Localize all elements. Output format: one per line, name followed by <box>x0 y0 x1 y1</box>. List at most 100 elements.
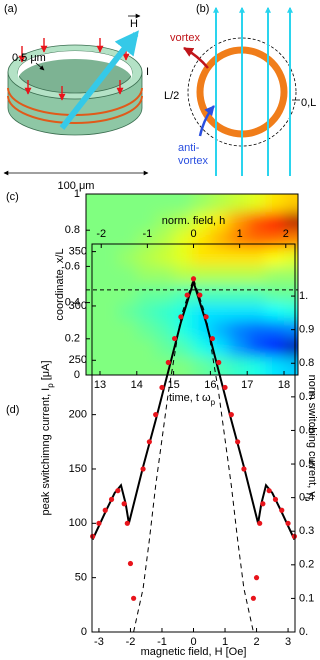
heatmap-cell <box>284 212 298 231</box>
data-point <box>266 488 272 494</box>
y-tick-label: 0.6 <box>65 260 80 272</box>
y-tick-label: 150 <box>69 463 87 475</box>
x2-tick-label: 1 <box>237 228 243 240</box>
data-point <box>285 520 291 526</box>
heatmap-cell <box>99 356 119 375</box>
x2-tick-label: -2 <box>96 228 106 240</box>
heatmap-cell <box>155 320 175 340</box>
heatmap-cell <box>192 266 211 285</box>
heatmap-cell <box>118 338 138 358</box>
heatmap-cell <box>247 212 267 231</box>
data-point <box>159 384 165 391</box>
heatmap-cell <box>284 338 298 358</box>
y2-tick-label: 0.3 <box>299 525 314 537</box>
x-tick-label: 16 <box>204 379 216 391</box>
x2-tick-label: -1 <box>142 228 152 240</box>
heatmap-cell <box>86 266 101 285</box>
data-point <box>257 520 263 526</box>
heatmap-cell <box>265 230 285 249</box>
heatmap-cell <box>173 338 193 358</box>
heatmap-cell <box>99 284 119 304</box>
current-label: I <box>146 66 149 78</box>
heatmap-cell <box>228 356 248 375</box>
y2-tick-label: 0.9 <box>299 324 314 336</box>
y2-tick-label: 0.4 <box>299 492 314 504</box>
heatmap-cell <box>155 194 175 213</box>
x-axis-label-part: p <box>211 398 216 407</box>
heatmap-cell <box>86 302 101 322</box>
y-tick-label: 0.2 <box>65 333 80 345</box>
x-tick-label: 1 <box>222 636 228 648</box>
thickness-label: 0.5 μm <box>12 52 46 64</box>
heatmap-cell <box>192 194 211 213</box>
field-arrow <box>59 30 139 130</box>
y2-tick-label: 0.1 <box>299 592 314 604</box>
heatmap-cell <box>86 194 101 213</box>
heatmap-cell <box>247 230 267 249</box>
heatmap-cell <box>86 284 101 304</box>
dashed-line <box>133 277 254 633</box>
heatmap-cell <box>284 266 298 285</box>
y-axis-label-part: p <box>46 383 55 388</box>
x-tick-label: 14 <box>131 379 143 391</box>
heatmap-cell <box>173 248 193 267</box>
data-point <box>235 439 241 445</box>
heatmap-cell <box>118 284 138 304</box>
heatmap-cells <box>86 194 298 375</box>
heatmap-cell <box>228 338 248 358</box>
heatmap-cell <box>247 266 267 285</box>
heatmap-cell <box>173 194 193 213</box>
data-point <box>121 501 127 507</box>
heatmap-cell <box>155 212 175 231</box>
y-tick-label: 0 <box>74 369 80 381</box>
heatmap-cell <box>99 320 119 340</box>
y-tick-label: 0 <box>81 626 87 638</box>
heatmap-cell <box>210 302 230 322</box>
data-point <box>260 501 266 507</box>
y2-tick-label: 1. <box>299 290 308 302</box>
heatmap-cell <box>155 266 175 285</box>
heatmap-cell <box>265 248 285 267</box>
data-point <box>203 314 209 320</box>
heatmap-cell <box>210 284 230 304</box>
data-point <box>291 533 297 539</box>
vortex-arrow <box>183 46 209 69</box>
heatmap-cell <box>99 194 119 213</box>
heatmap-cell <box>228 266 248 285</box>
heatmap-cell <box>99 338 119 358</box>
heatmap-cell <box>118 302 138 322</box>
heatmap-cell <box>192 212 211 231</box>
data-point <box>184 292 190 298</box>
heatmap-cell <box>118 194 138 213</box>
heatmap-cell <box>265 338 285 358</box>
data-point <box>209 335 216 342</box>
antivortex-arrow <box>198 105 215 137</box>
heatmap-cell <box>118 212 138 231</box>
heatmap-cell <box>173 356 193 375</box>
heatmap-cell <box>228 248 248 267</box>
heatmap-cell <box>228 194 248 213</box>
heatmap-cell <box>210 320 230 340</box>
y2-tick-label: 0.2 <box>299 559 314 571</box>
panel-label: (d) <box>6 404 19 416</box>
heatmap-cell <box>265 194 285 213</box>
y-axis-label-part: peak switchimng current, I <box>40 388 52 516</box>
data-point <box>165 359 171 366</box>
heatmap-cell <box>228 302 248 322</box>
line <box>91 278 296 541</box>
heatmap-cell <box>210 338 230 358</box>
heatmap-cell <box>118 356 138 375</box>
y-axis-label-part: [μA] <box>40 360 52 383</box>
antivortex-label: anti- <box>178 142 200 154</box>
heatmap-cell <box>136 266 156 285</box>
heatmap-cell <box>173 212 193 231</box>
data-point <box>222 384 228 391</box>
data-point <box>178 314 184 320</box>
heatmap-cell <box>284 248 298 267</box>
y2-tick-label: 0.6 <box>299 424 314 436</box>
heatmap-cell <box>265 212 285 231</box>
heatmap-cell <box>265 356 285 375</box>
heatmap-cell <box>265 320 285 340</box>
heatmap-cell <box>155 302 175 322</box>
